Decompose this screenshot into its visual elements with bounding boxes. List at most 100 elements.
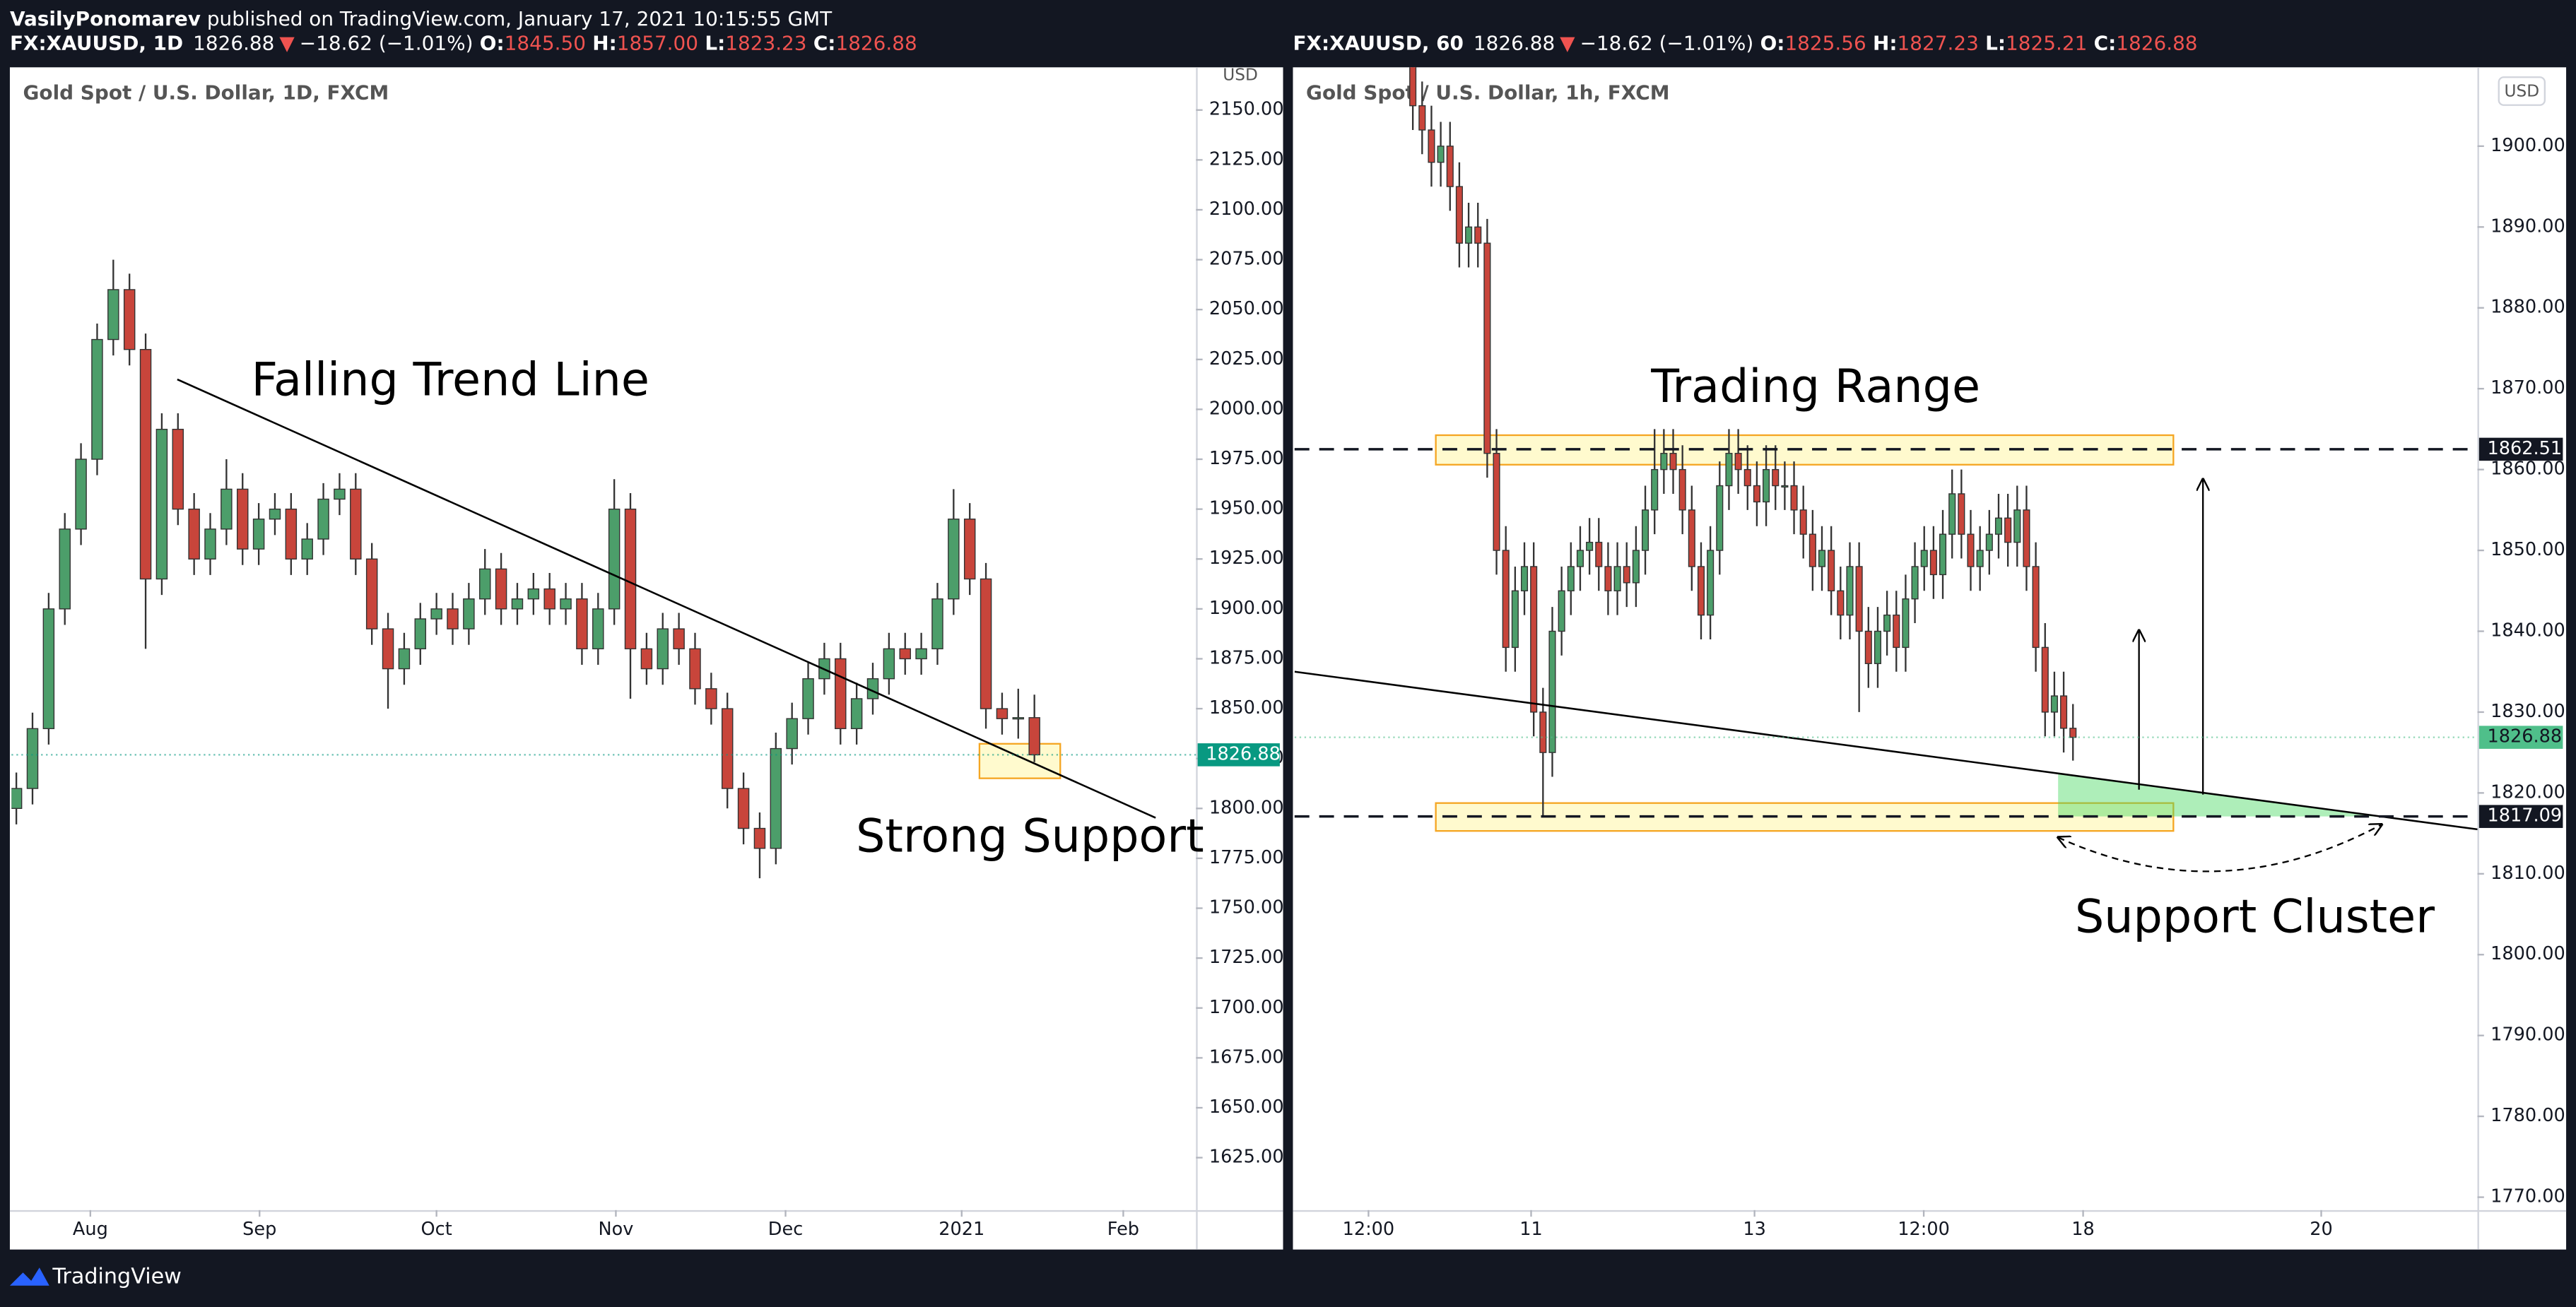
candle-body (850, 698, 863, 730)
candle-body (996, 708, 1008, 719)
candle-body (1520, 566, 1529, 591)
candle-body (1502, 550, 1510, 649)
candle-body (414, 618, 427, 650)
candle-body (640, 648, 653, 670)
y-tick-label: 1880.00 (2490, 297, 2565, 318)
zone (978, 743, 1061, 779)
candle-body (1539, 711, 1547, 753)
y-tick-label: 2000.00 (1209, 398, 1284, 419)
candle-body (673, 628, 685, 650)
x-tick-label: Feb (1107, 1219, 1139, 1240)
candle-body (1958, 493, 1965, 535)
candle-body (1604, 566, 1612, 591)
candle-body (689, 648, 701, 690)
candle-body (1929, 550, 1937, 576)
symbol: FX:XAUUSD, 1D (10, 32, 183, 55)
candle-body (1446, 146, 1454, 187)
chart-title: Gold Spot / U.S. Dollar, 1D, FXCM (23, 81, 389, 104)
x-tick-label: 13 (1743, 1219, 1766, 1240)
candle-body (1799, 509, 1807, 535)
y-tick-label: 1700.00 (1209, 997, 1284, 1018)
annotation: Trading Range (1650, 360, 1980, 413)
publish-info: published on TradingView.com, January 17… (207, 7, 833, 30)
candle-body (1586, 541, 1594, 551)
candle-body (1864, 630, 1872, 664)
candle-body (753, 827, 766, 849)
symbol: FX:XAUUSD, 60 (1293, 32, 1463, 55)
price-tag (2478, 437, 2563, 461)
candle-body (1772, 468, 1780, 487)
candle-body (1483, 242, 1491, 454)
candle-body (1576, 550, 1584, 567)
candle-body (1883, 614, 1891, 632)
candle-body (2013, 509, 2021, 543)
y-tick-label: 1800.00 (2490, 943, 2565, 964)
candle-body (705, 688, 717, 709)
y-tick-label: 2150.00 (1209, 99, 1284, 120)
candle-body (1948, 493, 1956, 535)
y-tick-label: 1790.00 (2490, 1024, 2565, 1046)
candle-body (1688, 509, 1695, 567)
candle-body (657, 628, 669, 670)
y-tick-label: 1775.00 (1209, 847, 1284, 868)
ohlc-label: C: (813, 32, 836, 55)
y-tick-label: 2125.00 (1209, 148, 1284, 170)
candle-body (139, 348, 152, 580)
ohlc-value: 1825.21 (2006, 32, 2087, 55)
candle-body (1828, 550, 1835, 591)
curved-arrow (2058, 824, 2382, 873)
price-tag-label: 1826.88 (2487, 726, 2562, 747)
candle-body (1763, 468, 1770, 503)
candle-body (1651, 468, 1659, 511)
candle-body (1976, 550, 1984, 567)
candle-body (42, 608, 55, 730)
candle-body (123, 289, 136, 350)
chart-title: Gold Spot / U.S. Dollar, 1h, FXCM (1306, 81, 1669, 104)
ohlc-value: 1823.23 (725, 32, 806, 55)
last-price: 1826.88 (193, 32, 274, 55)
candle-body (1967, 533, 1975, 567)
author: VasilyPonomarev (10, 7, 201, 30)
candle-body (1911, 566, 1919, 600)
candle-body (382, 628, 394, 670)
annotation: Falling Trend Line (252, 354, 649, 407)
candle-body (1753, 485, 1760, 503)
y-tick-label: 1875.00 (1209, 647, 1284, 668)
candle-body (1530, 566, 1538, 713)
y-tick-label: 1975.00 (1209, 448, 1284, 469)
x-tick-label: 12:00 (1898, 1219, 1950, 1240)
candle-body (1028, 717, 1040, 756)
candle-body (495, 568, 507, 610)
x-tick-label: Sep (242, 1219, 276, 1240)
candle-body (1567, 566, 1575, 591)
brand: TradingView (52, 1265, 182, 1289)
candle-body (948, 519, 960, 600)
candle-body (1474, 226, 1482, 244)
candle-body (1902, 598, 1910, 649)
candle-body (721, 708, 734, 789)
candle-body (285, 508, 298, 560)
candle-body (1623, 566, 1630, 584)
candle-body (107, 289, 119, 341)
ohlc-value: 1826.88 (2116, 32, 2197, 55)
zone (1435, 802, 2175, 832)
candle-body (1409, 67, 1417, 107)
candle-body (980, 578, 992, 709)
logo (9, 1267, 49, 1286)
y-tick-label: 1830.00 (2490, 701, 2565, 722)
candle-body (1846, 566, 1854, 616)
y-tick-label: 1950.00 (1209, 498, 1284, 519)
candle-body (915, 648, 927, 660)
candle-body (334, 488, 346, 500)
candle-body (835, 658, 847, 730)
unit-box (2498, 76, 2546, 106)
candle-body (1012, 717, 1025, 720)
ohlc-label: O: (480, 32, 505, 55)
candle-body (1428, 129, 1435, 163)
candle-body (737, 788, 750, 829)
candle-body (1548, 630, 1556, 753)
candle-body (770, 747, 782, 849)
price-tag (1197, 743, 1280, 767)
candle-body (1939, 533, 1947, 576)
